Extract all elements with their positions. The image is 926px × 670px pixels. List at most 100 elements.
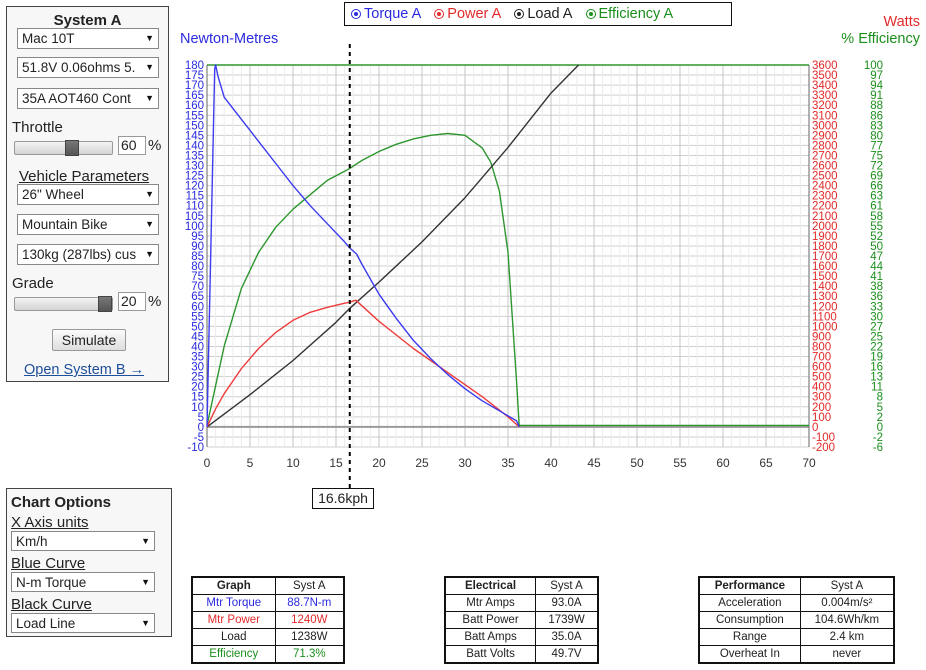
table-cell: Range	[698, 628, 801, 646]
series-line-efficiency	[206, 132, 809, 427]
y-tick-label-efficiency: 41	[870, 271, 883, 283]
table-cell: 1240W	[274, 611, 345, 629]
throttle-slider[interactable]	[14, 140, 113, 156]
black-curve-select[interactable]: Load Line ▼	[11, 613, 155, 633]
y-tick-label-efficiency: 30	[870, 311, 883, 323]
y-tick-label-torque: 0	[198, 422, 204, 434]
weight-select-value: 130kg (287lbs) cus	[22, 247, 137, 262]
y-tick-label-efficiency: 25	[870, 331, 883, 343]
y-tick-label-efficiency: 58	[870, 211, 883, 223]
open-system-b-link[interactable]: Open System B →	[24, 362, 145, 378]
throttle-label: Throttle	[12, 119, 63, 136]
y-tick-label-power: 600	[812, 362, 831, 374]
y-tick-label-efficiency: 83	[870, 120, 883, 132]
y-tick-label-efficiency: 97	[870, 70, 883, 82]
grade-slider-thumb[interactable]	[98, 296, 112, 312]
x-tick-label: 40	[544, 456, 558, 470]
blue-curve-value: N-m Torque	[16, 575, 87, 590]
y-tick-label-efficiency: 50	[870, 241, 883, 253]
legend-item-torque[interactable]: Torque A	[351, 6, 421, 22]
y-tick-label-power: 1300	[812, 291, 838, 303]
y-tick-label-efficiency: 63	[870, 191, 883, 203]
x-tick-label: 60	[716, 456, 730, 470]
legend-efficiency-dot-icon	[585, 9, 596, 19]
dropdown-arrow-icon: ▼	[142, 245, 154, 264]
controller-select[interactable]: 35A AOT460 Cont ▼	[17, 88, 159, 109]
y-tick-label-power: 1000	[812, 321, 838, 333]
y-tick-label-power: 900	[812, 331, 831, 343]
y-tick-label-efficiency: -6	[873, 442, 883, 454]
table-row: Batt Volts 49.7V	[444, 645, 599, 664]
grade-input[interactable]: 20	[118, 292, 146, 311]
y-tick-label-torque: 150	[185, 120, 204, 132]
x-tick-label: 35	[501, 456, 515, 470]
y-tick-label-power: 3100	[812, 110, 838, 122]
legend-item-power[interactable]: Power A	[434, 6, 501, 22]
dropdown-arrow-icon: ▼	[138, 573, 150, 591]
y-tick-label-torque: 75	[191, 271, 204, 283]
y-tick-label-power: 2200	[812, 201, 838, 213]
y-tick-label-power: 3200	[812, 100, 838, 112]
blue-curve-select[interactable]: N-m Torque ▼	[11, 572, 155, 592]
dropdown-arrow-icon: ▼	[142, 215, 154, 234]
x-tick-label: 5	[247, 456, 254, 470]
motor-select[interactable]: Mac 10T ▼	[17, 28, 159, 49]
y-tick-label-efficiency: 69	[870, 171, 883, 183]
y-tick-label-torque: 155	[185, 110, 204, 122]
y-tick-label-power: 2600	[812, 161, 838, 173]
dropdown-arrow-icon: ▼	[142, 29, 154, 48]
battery-select-value: 51.8V 0.06ohms 5.	[22, 60, 136, 75]
y-tick-label-efficiency: 55	[870, 221, 883, 233]
y-tick-label-power: 200	[812, 402, 831, 414]
throttle-input[interactable]: 60	[118, 136, 146, 155]
performance-chart[interactable]: -10-505101520253035404550556065707580859…	[0, 0, 926, 560]
table-cell: Mtr Torque	[191, 594, 276, 612]
simulate-button[interactable]: Simulate	[52, 329, 126, 351]
table-row: Mtr Power 1240W	[191, 611, 345, 629]
performance-table: Performance Syst A Acceleration 0.004m/s…	[698, 576, 895, 664]
y-tick-label-power: 100	[812, 412, 831, 424]
wheel-select[interactable]: 26" Wheel ▼	[17, 184, 159, 205]
chart-legend: Torque A Power A Load A Efficiency A	[344, 2, 732, 26]
y-tick-label-torque: -5	[194, 432, 204, 444]
throttle-slider-thumb[interactable]	[64, 140, 79, 156]
dropdown-arrow-icon: ▼	[142, 89, 154, 108]
throttle-percent-sign: %	[148, 137, 162, 154]
x-axis-units-select[interactable]: Km/h ▼	[11, 531, 155, 551]
weight-select[interactable]: 130kg (287lbs) cus ▼	[17, 244, 159, 265]
controller-select-value: 35A AOT460 Cont	[22, 91, 131, 106]
table-header: Graph	[191, 576, 276, 595]
y-tick-label-efficiency: 2	[877, 412, 883, 424]
battery-select[interactable]: 51.8V 0.06ohms 5. ▼	[17, 57, 159, 78]
y-tick-label-efficiency: 72	[870, 161, 883, 173]
legend-load-dot-icon	[514, 9, 525, 19]
legend-efficiency-label: Efficiency A	[598, 6, 674, 22]
y-tick-label-efficiency: 44	[870, 261, 883, 273]
grade-slider[interactable]	[14, 296, 113, 312]
y-tick-label-torque: -10	[187, 442, 204, 454]
x-tick-label: 55	[673, 456, 687, 470]
legend-torque-dot-icon	[351, 9, 361, 19]
y-tick-label-torque: 20	[191, 382, 204, 394]
graph-table: Graph Syst A Mtr Torque 88.7N-m Mtr Powe…	[191, 576, 345, 664]
table-cell: Acceleration	[698, 594, 801, 612]
chart-options-panel: Chart Options X Axis units Km/h ▼ Blue C…	[6, 488, 172, 637]
black-curve-value: Load Line	[16, 616, 76, 631]
legend-item-efficiency[interactable]: Efficiency A	[585, 6, 674, 22]
y-tick-label-efficiency: 11	[871, 382, 883, 394]
y-tick-label-torque: 60	[191, 301, 204, 313]
y-tick-label-torque: 40	[191, 341, 204, 353]
y-tick-label-torque: 35	[191, 352, 204, 364]
table-cell: 1238W	[274, 628, 345, 646]
y-tick-label-efficiency: 80	[870, 130, 883, 142]
y-tick-label-efficiency: 66	[870, 181, 883, 193]
bike-type-select[interactable]: Mountain Bike ▼	[17, 214, 159, 235]
table-cell: Mtr Amps	[444, 594, 537, 612]
table-cell: 71.3%	[274, 645, 345, 664]
x-tick-label: 45	[587, 456, 601, 470]
legend-item-load[interactable]: Load A	[514, 6, 572, 22]
grade-label: Grade	[12, 275, 54, 292]
y-tick-label-efficiency: 47	[870, 251, 883, 263]
y-tick-label-torque: 175	[185, 70, 204, 82]
y-tick-label-power: 300	[812, 392, 831, 404]
